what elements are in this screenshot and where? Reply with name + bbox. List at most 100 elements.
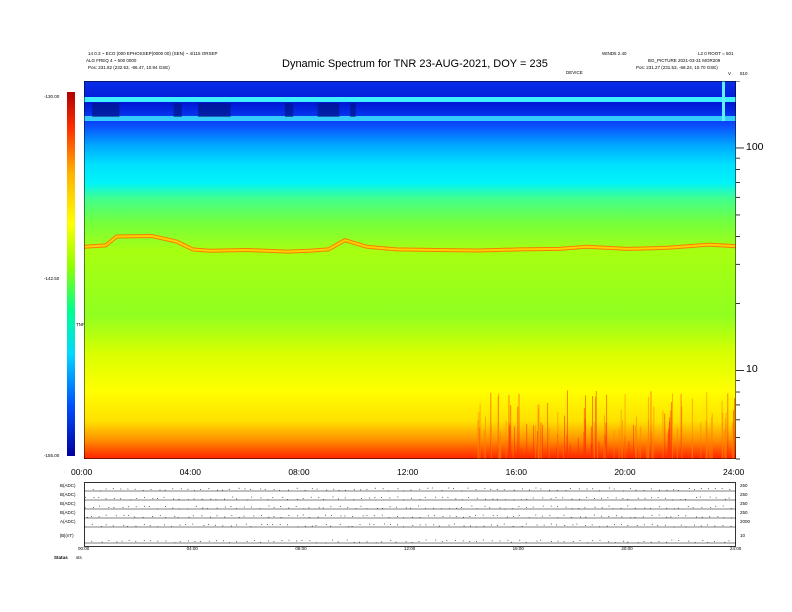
- panel-dot: [156, 497, 158, 499]
- panel-dot: [550, 540, 552, 542]
- panel-dot: [435, 496, 437, 498]
- panel-dot: [526, 498, 528, 500]
- panel-dot: [243, 506, 245, 508]
- panel-dot: [504, 499, 506, 501]
- panel-dot: [627, 505, 629, 507]
- panel-dot: [673, 489, 675, 491]
- panel-dot: [446, 540, 448, 542]
- panel-dot: [476, 497, 478, 499]
- panel-dot: [347, 506, 349, 508]
- panel-dot: [113, 507, 115, 509]
- panel-dot: [427, 515, 429, 517]
- panel-dot: [260, 541, 262, 543]
- panel-dot: [150, 540, 152, 542]
- panel-dot: [331, 539, 333, 541]
- panel-dot: [303, 508, 305, 510]
- panel-dot: [395, 506, 397, 508]
- panel-dot: [246, 499, 248, 501]
- panel-dot: [180, 488, 182, 490]
- panel-dot: [396, 524, 398, 526]
- panel-dot: [112, 487, 114, 489]
- panel-dot: [412, 524, 414, 526]
- panel-dot: [165, 517, 167, 519]
- panel-dot: [390, 539, 392, 541]
- panel-dot: [325, 524, 327, 526]
- panel-dot: [469, 516, 471, 518]
- panel-dot: [282, 496, 284, 498]
- panel-dot: [135, 525, 137, 527]
- panel-dot: [199, 540, 201, 542]
- panel-dot: [318, 507, 320, 509]
- panel-dot: [172, 507, 174, 509]
- panel-dot: [693, 488, 695, 490]
- panel-dot: [729, 488, 731, 490]
- device-label: DEVICE: [566, 70, 583, 75]
- panel-dot: [403, 526, 405, 528]
- panel-dot: [388, 517, 390, 519]
- panel-dot: [254, 539, 256, 541]
- time-tick-label: 04:00: [179, 467, 201, 477]
- panel-dot: [330, 525, 332, 527]
- panel-dot: [659, 489, 661, 491]
- left-meta-2: ALG FREQ 4 ~ 500 0000: [86, 58, 137, 63]
- panel-dot: [484, 505, 486, 507]
- panel-dot: [230, 525, 232, 527]
- panel-dot: [563, 514, 565, 516]
- panel-dot: [184, 524, 186, 526]
- panel-dot: [627, 524, 629, 526]
- panel-dot: [177, 517, 179, 519]
- panel-dot: [571, 498, 573, 500]
- left-position: Pos: 231.82 (232.53, -86.47, 10.94 GSE): [88, 65, 170, 70]
- panel-dot: [92, 506, 94, 508]
- panel-dot: [562, 497, 564, 499]
- panel-dot: [620, 507, 622, 509]
- panel-label: B(ADC): [60, 501, 76, 506]
- panel-dot: [673, 508, 675, 510]
- panel-dot: [599, 539, 601, 541]
- panel-dot: [623, 540, 625, 542]
- panel-dot: [157, 508, 159, 510]
- panel-dot: [178, 498, 180, 500]
- panel-dot: [93, 497, 95, 499]
- panel-dot: [115, 515, 117, 517]
- panel-dot: [728, 540, 730, 542]
- panel-dot: [369, 497, 371, 499]
- panel-dot: [491, 540, 493, 542]
- panel-dot: [304, 489, 306, 491]
- panel-dot: [389, 497, 391, 499]
- panel-dot: [658, 541, 660, 543]
- panel-dot: [311, 525, 313, 527]
- panel-dot: [230, 506, 232, 508]
- panel-dot: [113, 498, 115, 500]
- panel-dot: [360, 505, 362, 507]
- panel-dot: [411, 516, 413, 518]
- colorbar-top-label: -130.00: [44, 94, 60, 99]
- panel-dot: [246, 540, 248, 542]
- panel-dot: [203, 525, 205, 527]
- panel-dot: [201, 498, 203, 500]
- panel-dot: [448, 487, 450, 489]
- panel-dot: [224, 516, 226, 518]
- panel-dot: [707, 488, 709, 490]
- right-position: Pos: 231.27 (231.53, -68.24, 10.70 GSE): [636, 65, 718, 70]
- panel-dot: [163, 524, 165, 526]
- panel-dot: [264, 488, 266, 490]
- panel-dot: [591, 524, 593, 526]
- panel-dot: [520, 499, 522, 501]
- panel-dot: [208, 488, 210, 490]
- panel-dot: [91, 515, 93, 517]
- panel-dot: [507, 539, 509, 541]
- panel-dot: [315, 542, 317, 544]
- panel-dot: [532, 497, 534, 499]
- panel-dot: [484, 487, 486, 489]
- panel-dot: [232, 496, 234, 498]
- panel-dot: [418, 505, 420, 507]
- right-meta-1: WIND5 2.40: [602, 51, 627, 56]
- panel-dot: [127, 488, 129, 490]
- panel-dot: [680, 524, 682, 526]
- panel-dot: [700, 487, 702, 489]
- spectrogram: [84, 81, 736, 459]
- panel-right-label: 250: [740, 501, 748, 506]
- panel-dot: [216, 515, 218, 517]
- panel-dot: [172, 488, 174, 490]
